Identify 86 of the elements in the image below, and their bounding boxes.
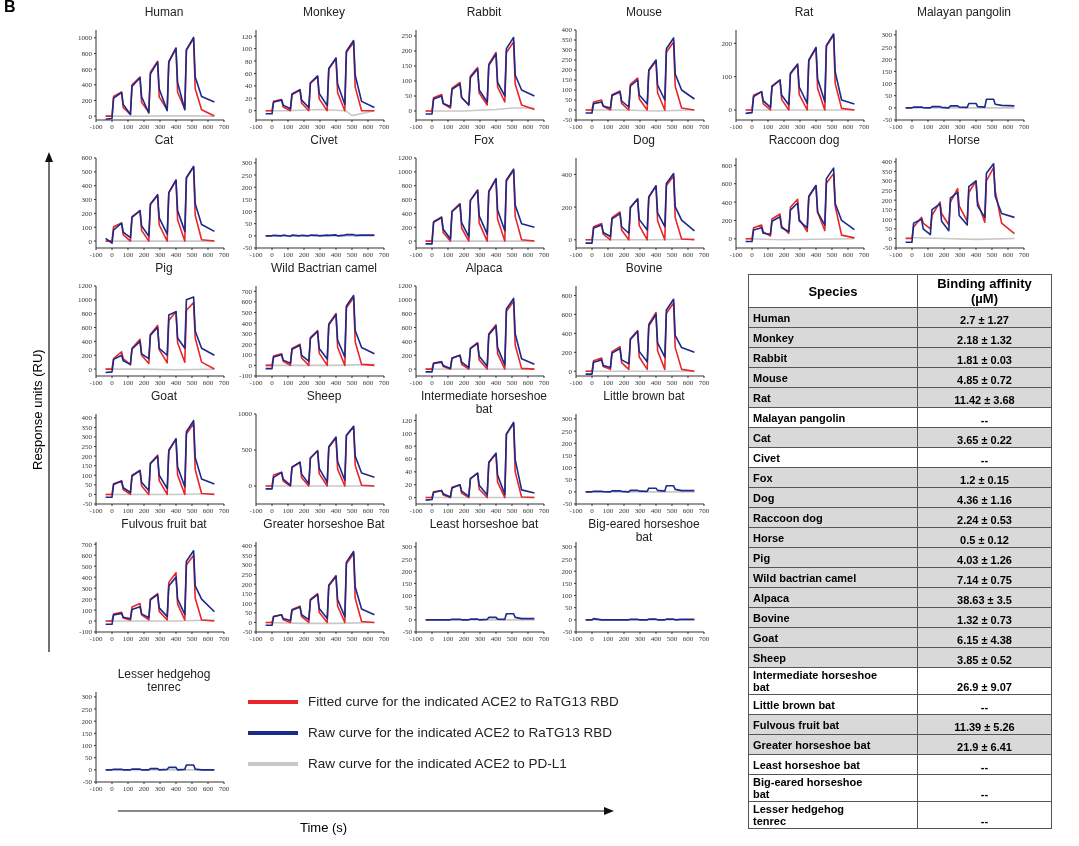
line-series <box>424 612 536 621</box>
text: 38.63 ± 3.5 <box>957 594 1012 606</box>
category-label: Fox <box>753 471 774 484</box>
text: 11.39 ± 5.26 <box>954 721 1015 733</box>
text: 3.85 ± 0.52 <box>957 654 1012 666</box>
legend-label: Raw curve for the indicated ACE2 to RaTG13 RBD <box>308 725 612 740</box>
category-label: Little brown bat <box>753 698 836 711</box>
category-label: Wild bactrian camel <box>753 571 858 584</box>
category-label: Horse <box>753 531 786 544</box>
chart-title: Civet <box>309 133 339 147</box>
chart-title: Intermediate horseshoe bat <box>420 389 548 416</box>
x-axis-title: Time (s) <box>300 820 348 835</box>
chart-title: Fulvous fruit bat <box>120 517 208 531</box>
legend-label: Fitted curve for the indicated ACE2 to RaTG13 RBD <box>308 694 619 709</box>
category-label: Intermediate horseshoe bat <box>753 669 878 693</box>
chart-title: Malayan pangolin <box>915 5 1013 19</box>
chart-title: Goat <box>150 389 178 403</box>
text: 1.2 ± 0.15 <box>960 474 1009 486</box>
chart-title: Raccoon dog <box>767 133 841 147</box>
text: 21.9 ± 6.41 <box>957 741 1012 753</box>
text: 7.14 ± 0.75 <box>957 574 1012 586</box>
text: 26.9 ± 9.07 <box>957 681 1012 693</box>
text: 3.65 ± 0.22 <box>957 434 1012 446</box>
chart-title: Human <box>143 5 185 19</box>
category-label: Greater horseshoe bat <box>753 738 872 751</box>
text: -- <box>980 454 989 466</box>
chart-title: Monkey <box>302 5 346 19</box>
chart-title: Bovine <box>624 261 664 275</box>
text: 2.24 ± 0.53 <box>957 514 1012 526</box>
category-label: Big-eared horseshoe bat <box>753 776 864 800</box>
chart-title: Little brown bat <box>602 389 686 403</box>
category-label: Sheep <box>753 651 787 664</box>
category-label: Human <box>753 311 792 324</box>
text: 2.7 ± 1.27 <box>960 314 1009 326</box>
chart-title: Big-eared horseshoe bat <box>587 517 701 544</box>
chart-title: Rabbit <box>465 5 503 19</box>
y-axis-title: Response units (RU) <box>30 349 45 470</box>
chart-title: Greater horseshoe Bat <box>262 517 386 531</box>
category-label: Civet <box>753 451 781 464</box>
text: 4.85 ± 0.72 <box>957 374 1012 386</box>
category-label: Least horseshoe bat <box>753 758 861 771</box>
text: 2.18 ± 1.32 <box>957 334 1012 346</box>
text: -- <box>980 788 989 800</box>
category-label: Monkey <box>753 331 795 344</box>
text: -- <box>980 761 989 773</box>
chart-title: Sheep <box>305 389 343 403</box>
category-label: Malayan pangolin <box>753 411 847 424</box>
category-label: Rabbit <box>753 351 789 364</box>
text: 4.03 ± 1.26 <box>957 554 1012 566</box>
chart-title: Horse <box>947 133 981 147</box>
text: 11.42 ± 3.68 <box>954 394 1015 406</box>
legend-label: Raw curve for the indicated ACE2 to PD-L1 <box>308 756 567 771</box>
text: 6.15 ± 4.38 <box>957 634 1012 646</box>
line-series <box>904 98 1016 109</box>
category-label: Dog <box>753 491 776 504</box>
category-label: Pig <box>753 551 772 564</box>
category-label: Cat <box>753 431 772 444</box>
category-label: Alpaca <box>753 591 791 604</box>
category-label: Fulvous fruit bat <box>753 718 841 731</box>
chart-title: Alpaca <box>464 261 504 275</box>
text: -- <box>980 815 989 827</box>
text: -- <box>980 701 989 713</box>
category-label: Lesser hedgehog tenrec <box>753 803 846 827</box>
text: 0.5 ± 0.12 <box>960 534 1009 546</box>
category-label: Bovine <box>753 611 791 624</box>
line-series <box>584 484 696 493</box>
text: 1.32 ± 0.73 <box>957 614 1012 626</box>
chart-title: Pig <box>154 261 174 275</box>
category-label: Raccoon dog <box>753 511 824 524</box>
text: Species <box>748 274 918 308</box>
chart-title: Lesser hedgehog tenrec <box>116 667 212 694</box>
text: Binding affinity (µM) <box>917 274 1052 308</box>
category-label: Mouse <box>753 371 789 384</box>
chart-title: Dog <box>632 133 656 147</box>
category-label: Rat <box>753 391 772 404</box>
chart-title: Rat <box>793 5 815 19</box>
category-label: Goat <box>753 631 780 644</box>
chart-title: Cat <box>153 133 175 147</box>
chart-title: Fox <box>473 133 495 147</box>
chart-title: Least horseshoe bat <box>428 517 540 531</box>
chart-title: Mouse <box>625 5 663 19</box>
text: 1.81 ± 0.03 <box>957 354 1012 366</box>
text: B <box>4 0 16 16</box>
text: 4.36 ± 1.16 <box>957 494 1012 506</box>
chart-title: Wild Bactrian camel <box>270 261 378 275</box>
text: -- <box>980 414 989 426</box>
